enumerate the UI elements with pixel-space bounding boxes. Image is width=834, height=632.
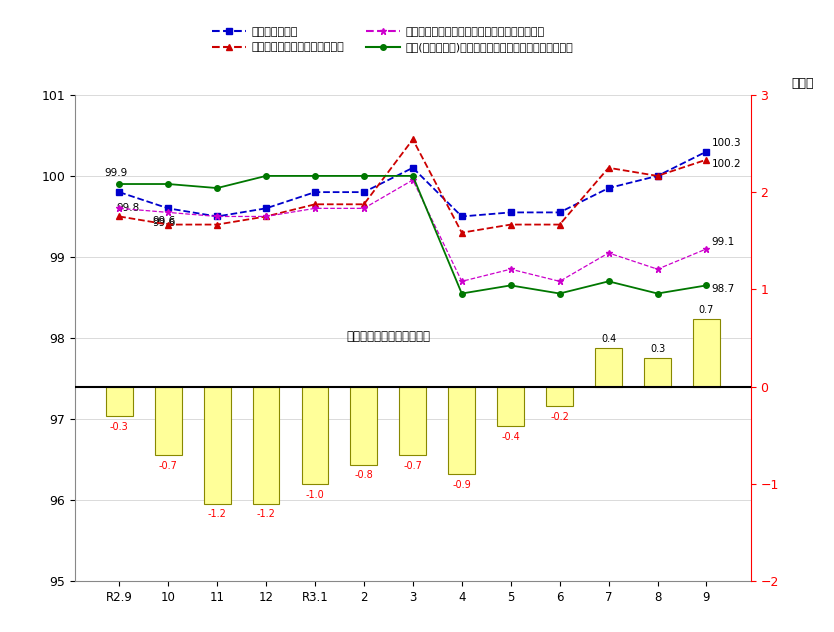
Bar xyxy=(399,387,426,455)
Text: 99.6: 99.6 xyxy=(153,216,176,226)
Bar xyxy=(106,387,133,416)
Text: 99.1: 99.1 xyxy=(711,237,735,247)
Text: -0.3: -0.3 xyxy=(110,422,128,432)
Text: -1.0: -1.0 xyxy=(305,490,324,500)
Bar xyxy=(449,387,475,475)
Bar xyxy=(350,387,377,465)
Bar xyxy=(644,358,671,387)
Text: -1.2: -1.2 xyxy=(208,509,227,520)
Text: 98.7: 98.7 xyxy=(711,284,735,295)
Text: -1.2: -1.2 xyxy=(257,509,275,520)
Bar xyxy=(302,387,329,484)
Bar xyxy=(693,319,720,387)
Text: 0.4: 0.4 xyxy=(601,334,616,344)
Legend: 総合（左目盛）, 生鮮食品を除く総合（左目盛）, 生鮮食品及びエネルギーを除く総合（左目盛）, 食料(酒類を除く)及びエネルギーを除く総合（左目盛）: 総合（左目盛）, 生鮮食品を除く総合（左目盛）, 生鮮食品及びエネルギーを除く総… xyxy=(208,23,577,57)
Text: -0.4: -0.4 xyxy=(501,432,520,442)
Text: -0.8: -0.8 xyxy=(354,470,374,480)
Bar xyxy=(253,387,279,504)
Text: -0.7: -0.7 xyxy=(404,461,422,471)
Text: 100.2: 100.2 xyxy=(711,159,741,169)
Bar xyxy=(154,387,182,455)
Bar xyxy=(497,387,524,426)
Text: -0.9: -0.9 xyxy=(452,480,471,490)
Text: 99.6: 99.6 xyxy=(153,218,176,228)
Bar xyxy=(595,348,622,387)
Text: -0.2: -0.2 xyxy=(550,412,569,422)
Bar xyxy=(203,387,230,504)
Text: -0.7: -0.7 xyxy=(158,461,178,471)
Text: 総合前年同月比（右目盛）: 総合前年同月比（右目盛） xyxy=(346,330,430,343)
Text: 99.8: 99.8 xyxy=(117,203,140,213)
Bar xyxy=(546,387,573,406)
Text: 0.7: 0.7 xyxy=(699,305,714,315)
Text: 99.9: 99.9 xyxy=(104,168,128,178)
Text: （％）: （％） xyxy=(791,77,814,90)
Text: 0.3: 0.3 xyxy=(650,344,666,354)
Text: 100.3: 100.3 xyxy=(711,138,741,149)
